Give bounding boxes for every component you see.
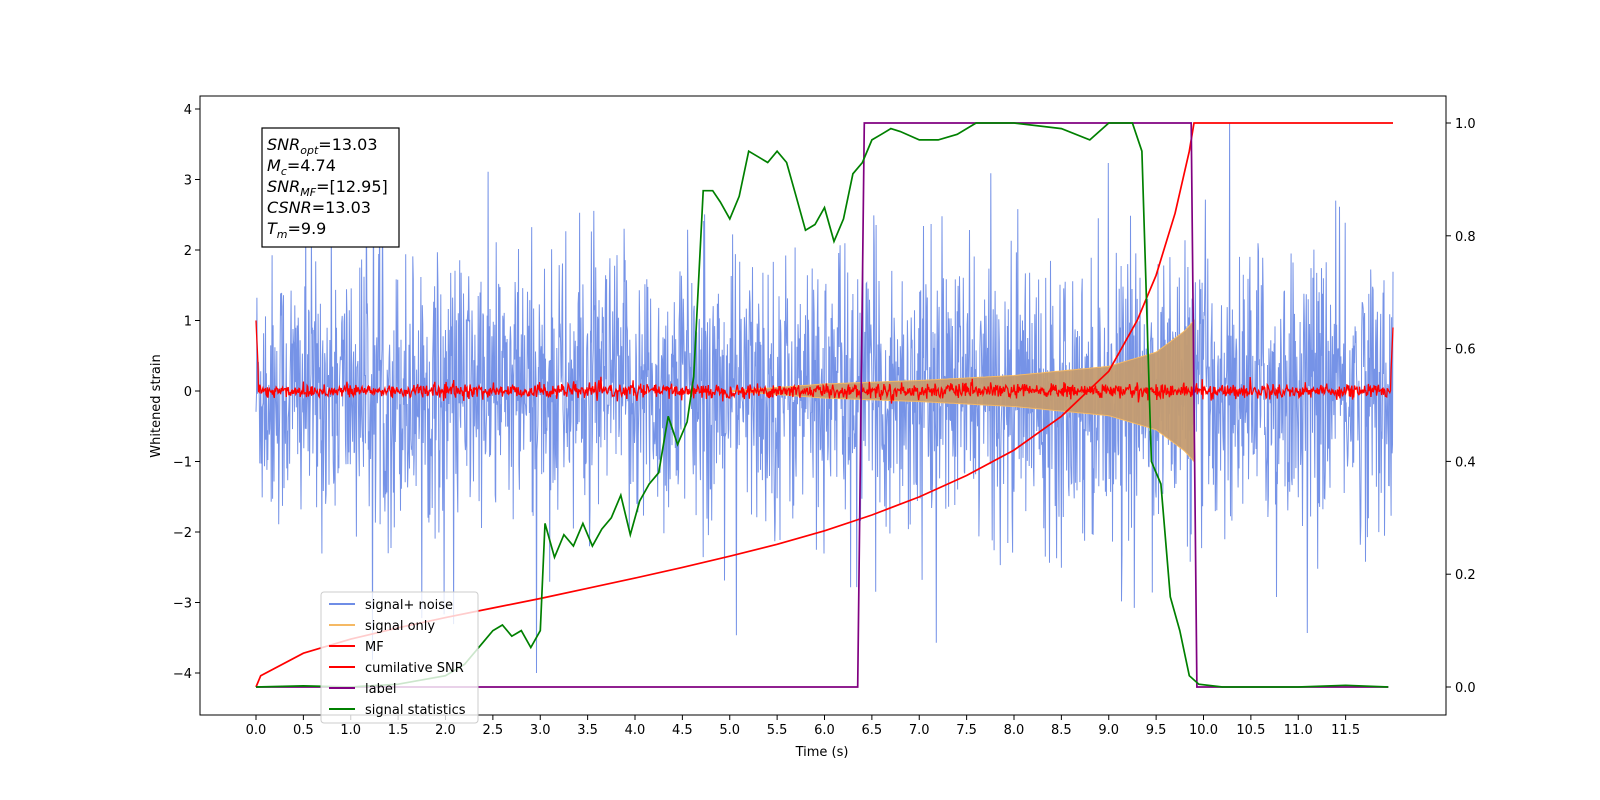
legend: signal+ noise signal only MF cumilative SNR… xyxy=(320,591,479,724)
y-axis-left-ticks: −4 −3 −2 −1 0 1 2 3 4 xyxy=(173,103,200,682)
x-tick-label: 5.0 xyxy=(719,723,740,738)
y2-tick-label: 0.6 xyxy=(1455,343,1476,358)
y2-tick-label: 0.4 xyxy=(1455,455,1476,470)
x-axis-ticks: 0.0 0.5 1.0 1.5 2.0 2.5 3.0 3.5 4.0 4.5 5.0 5.5 6.0 6… xyxy=(246,715,1360,738)
legend-label: signal statistics xyxy=(365,703,466,718)
y-tick-label: −3 xyxy=(173,597,192,612)
x-tick-label: 9.0 xyxy=(1098,723,1119,738)
series-signal-noise-line xyxy=(255,123,1394,674)
legend-label: label xyxy=(365,682,396,697)
x-tick-label: 8.0 xyxy=(1004,723,1025,738)
legend-label: signal only xyxy=(365,619,435,634)
y-tick-label: 3 xyxy=(184,174,192,189)
legend-label: signal+ noise xyxy=(365,598,453,613)
x-tick-label: 0.5 xyxy=(293,723,314,738)
legend-frame xyxy=(320,591,479,724)
annotation-snr-mf: SNRMF=[12.95] xyxy=(267,177,388,199)
x-tick-label: 2.0 xyxy=(435,723,456,738)
y-tick-label: 4 xyxy=(184,103,192,118)
x-tick-label: 11.0 xyxy=(1284,723,1313,738)
y2-tick-label: 1.0 xyxy=(1455,117,1476,132)
series-signal-statistics-line xyxy=(255,122,1389,688)
annotation-mc: Mc=4.74 xyxy=(267,156,336,178)
x-tick-label: 11.5 xyxy=(1331,723,1360,738)
plot-frame xyxy=(199,95,1447,716)
x-tick-label: 10.0 xyxy=(1189,723,1218,738)
legend-label: cumilative SNR xyxy=(365,661,464,676)
series-mf-line xyxy=(255,320,1394,404)
y-tick-label: −4 xyxy=(173,667,192,682)
annotation-box: SNRopt=13.03 Mc=4.74 SNRMF=[12.95] CSNR=… xyxy=(261,127,400,248)
annotation-snr-opt: SNRopt=13.03 xyxy=(267,135,378,157)
y-tick-label: −1 xyxy=(173,456,192,471)
x-tick-label: 3.0 xyxy=(530,723,551,738)
y-axis-right-ticks: 0.0 0.2 0.4 0.6 0.8 1.0 xyxy=(1446,117,1476,696)
y-tick-label: −2 xyxy=(173,526,192,541)
x-tick-label: 4.5 xyxy=(672,723,693,738)
x-tick-label: 10.5 xyxy=(1236,723,1265,738)
x-axis-label: Time (s) xyxy=(795,745,849,760)
x-tick-label: 9.5 xyxy=(1146,723,1167,738)
x-tick-label: 8.5 xyxy=(1051,723,1072,738)
y-axis-label: Whitened strain xyxy=(149,354,164,457)
x-tick-label: 6.5 xyxy=(862,723,883,738)
annotation-tm: Tm=9.9 xyxy=(267,219,326,241)
x-tick-label: 4.0 xyxy=(625,723,646,738)
x-tick-label: 3.5 xyxy=(577,723,598,738)
x-tick-label: 7.0 xyxy=(909,723,930,738)
x-tick-label: 0.0 xyxy=(246,723,267,738)
x-tick-label: 7.5 xyxy=(956,723,977,738)
x-tick-label: 6.0 xyxy=(814,723,835,738)
y-tick-label: 0 xyxy=(184,385,192,400)
x-tick-label: 2.5 xyxy=(483,723,504,738)
y-tick-label: 1 xyxy=(184,315,192,330)
y2-tick-label: 0.8 xyxy=(1455,230,1476,245)
x-tick-label: 5.5 xyxy=(767,723,788,738)
x-tick-label: 1.5 xyxy=(388,723,409,738)
y-tick-label: 2 xyxy=(184,244,192,259)
y2-tick-label: 0.0 xyxy=(1455,681,1476,696)
y2-tick-label: 0.2 xyxy=(1455,568,1476,583)
legend-label: MF xyxy=(365,640,384,655)
annotation-csnr: CSNR=13.03 xyxy=(267,198,371,217)
x-tick-label: 1.0 xyxy=(340,723,361,738)
